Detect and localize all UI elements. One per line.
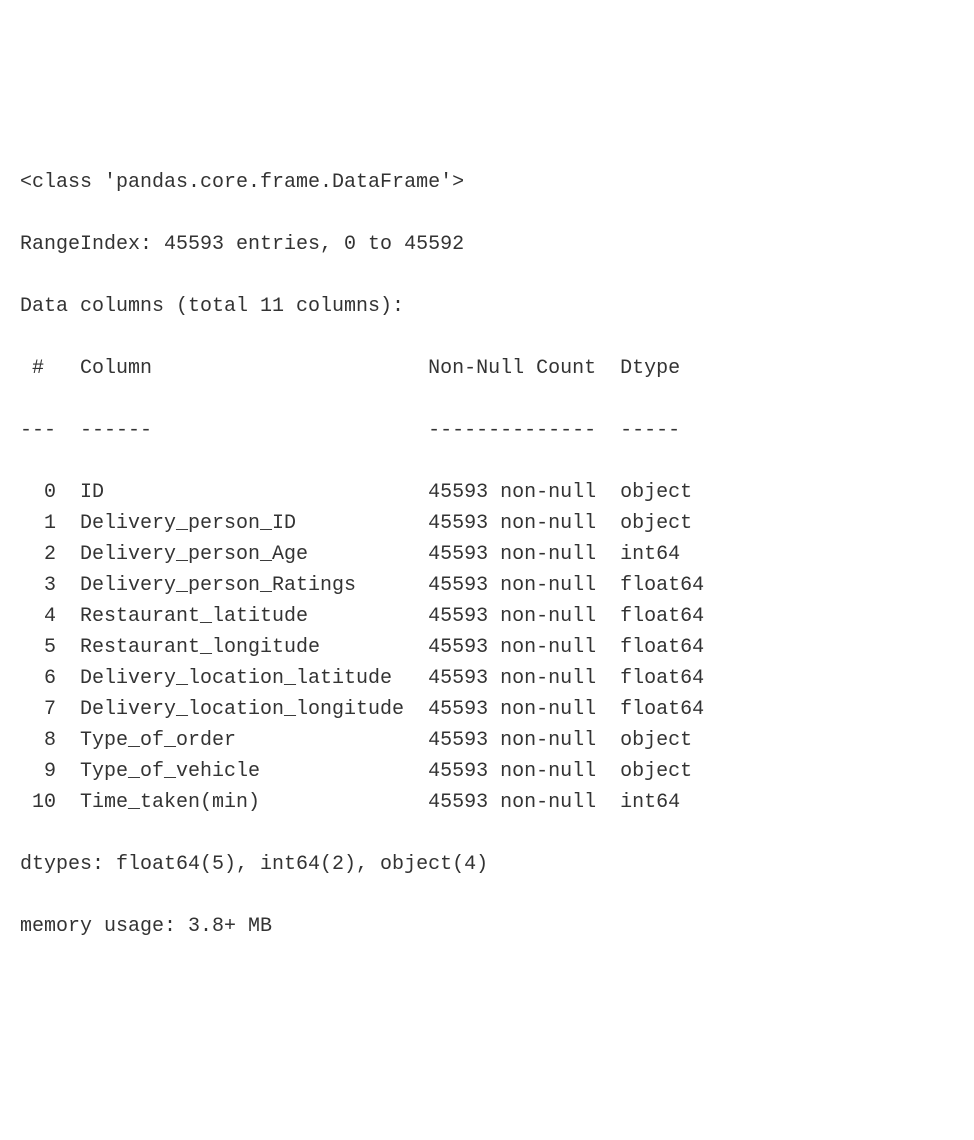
column-row: 4 Restaurant_latitude 45593 non-null flo…: [20, 601, 954, 632]
column-row: 9 Type_of_vehicle 45593 non-null object: [20, 756, 954, 787]
column-row: 2 Delivery_person_Age 45593 non-null int…: [20, 539, 954, 570]
column-row: 1 Delivery_person_ID 45593 non-null obje…: [20, 508, 954, 539]
data-columns-header-line: Data columns (total 11 columns):: [20, 291, 954, 322]
column-row: 8 Type_of_order 45593 non-null object: [20, 725, 954, 756]
column-row: 10 Time_taken(min) 45593 non-null int64: [20, 787, 954, 818]
column-row: 5 Restaurant_longitude 45593 non-null fl…: [20, 632, 954, 663]
column-row: 0 ID 45593 non-null object: [20, 477, 954, 508]
dtypes-summary-line: dtypes: float64(5), int64(2), object(4): [20, 849, 954, 880]
column-row: 7 Delivery_location_longitude 45593 non-…: [20, 694, 954, 725]
class-line: <class 'pandas.core.frame.DataFrame'>: [20, 167, 954, 198]
dataframe-info-output: <class 'pandas.core.frame.DataFrame'> Ra…: [20, 136, 954, 973]
memory-usage-line: memory usage: 3.8+ MB: [20, 911, 954, 942]
column-row: 3 Delivery_person_Ratings 45593 non-null…: [20, 570, 954, 601]
range-index-line: RangeIndex: 45593 entries, 0 to 45592: [20, 229, 954, 260]
column-rows-container: 0 ID 45593 non-null object 1 Delivery_pe…: [20, 477, 954, 818]
column-separator-row: --- ------ -------------- -----: [20, 415, 954, 446]
column-row: 6 Delivery_location_latitude 45593 non-n…: [20, 663, 954, 694]
column-header-row: # Column Non-Null Count Dtype: [20, 353, 954, 384]
